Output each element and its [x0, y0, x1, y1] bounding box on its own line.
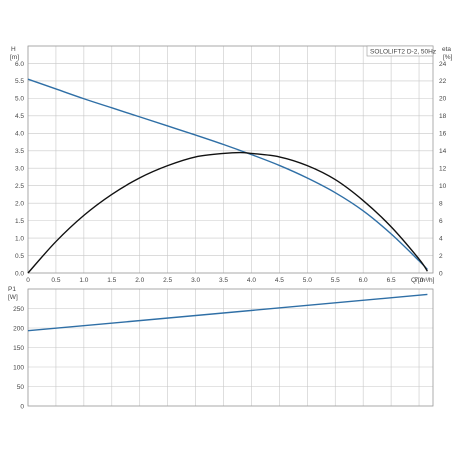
x-tick-label: 1.5 — [107, 277, 116, 284]
y-tick-label: 5.0 — [15, 96, 24, 103]
y-tick-label: 0.0 — [15, 270, 24, 277]
x-tick-label: 4.0 — [247, 277, 256, 284]
y-tick-label: 2.5 — [15, 183, 24, 190]
y-tick-label: 4.0 — [15, 131, 24, 138]
bottom-y-tick-label: 0 — [20, 403, 24, 410]
efficiency-curve-line — [27, 151, 428, 274]
y-right-tick-label: 10 — [439, 183, 447, 190]
y-tick-label: 3.0 — [15, 166, 24, 173]
bottom-left-axis-label-line1: P1 — [8, 286, 16, 293]
x-tick-label: 4.5 — [275, 277, 284, 284]
y-right-tick-label: 6 — [439, 218, 443, 225]
x-tick-label: 3.5 — [219, 277, 228, 284]
y-right-tick-label: 0 — [439, 270, 443, 277]
x-axis-label: Q [m³/h] — [411, 277, 435, 284]
top-left-axis-label-line1: H — [11, 46, 16, 53]
x-tick-label: 5.0 — [303, 277, 312, 284]
bottom-y-tick-label: 100 — [13, 364, 24, 371]
x-tick-label: 6.5 — [387, 277, 396, 284]
chart-labels: 0 0.5 1.0 1.5 2.0 2.5 3.0 3.5 4.0 4.5 5.0 5.5 6.0 6.5… — [13, 61, 446, 411]
top-left-axis-label-line2: [m] — [10, 54, 19, 61]
y-right-tick-label: 12 — [439, 166, 447, 173]
y-right-tick-label: 14 — [439, 148, 447, 155]
x-tick-label: 3.0 — [191, 277, 200, 284]
x-tick-label: 2.5 — [163, 277, 172, 284]
bottom-chart-grid — [27, 288, 434, 407]
x-tick-label: 6.0 — [359, 277, 368, 284]
x-tick-label: 7.0 — [415, 277, 424, 284]
y-tick-label: 6.0 — [15, 61, 24, 68]
x-tick-label: 2.0 — [135, 277, 144, 284]
power-curve-line — [27, 293, 428, 332]
head-curve-line — [27, 78, 428, 270]
bottom-y-tick-label: 150 — [13, 345, 24, 352]
x-tick-label: 5.5 — [331, 277, 340, 284]
y-right-tick-label: 16 — [439, 131, 447, 138]
chart-marks — [27, 78, 428, 332]
y-right-tick-label: 22 — [439, 78, 447, 85]
bottom-plot-frame — [27, 288, 434, 407]
chart-title-box — [366, 45, 434, 57]
bottom-y-tick-label: 50 — [17, 384, 25, 391]
bottom-y-tick-label: 250 — [13, 306, 24, 313]
y-tick-label: 4.5 — [15, 113, 24, 120]
top-right-axis-label-line2: [%] — [443, 54, 453, 61]
y-right-tick-label: 20 — [439, 96, 447, 103]
y-right-tick-label: 24 — [439, 61, 447, 68]
y-right-tick-label: 2 — [439, 253, 443, 260]
x-tick-label: 0 — [26, 277, 30, 284]
y-tick-label: 1.5 — [15, 218, 24, 225]
y-tick-label: 2.0 — [15, 200, 24, 207]
top-right-axis-label-line1: eta — [442, 46, 451, 53]
bottom-y-tick-label: 200 — [13, 325, 24, 332]
x-tick-label: 1.0 — [79, 277, 88, 284]
bottom-left-axis-label-line2: [W] — [8, 294, 18, 301]
x-tick-label: 0.5 — [51, 277, 60, 284]
chart-title: SOLOLIFT2 D-2, 50Hz — [370, 49, 436, 56]
y-right-tick-label: 8 — [439, 200, 443, 207]
y-right-tick-label: 18 — [439, 113, 447, 120]
y-tick-label: 0.5 — [15, 253, 24, 260]
y-right-tick-label: 4 — [439, 235, 443, 242]
y-tick-label: 3.5 — [15, 148, 24, 155]
y-tick-label: 5.5 — [15, 78, 24, 85]
top-chart-grid — [27, 45, 434, 274]
top-plot-frame — [27, 45, 434, 274]
y-tick-label: 1.0 — [15, 235, 24, 242]
